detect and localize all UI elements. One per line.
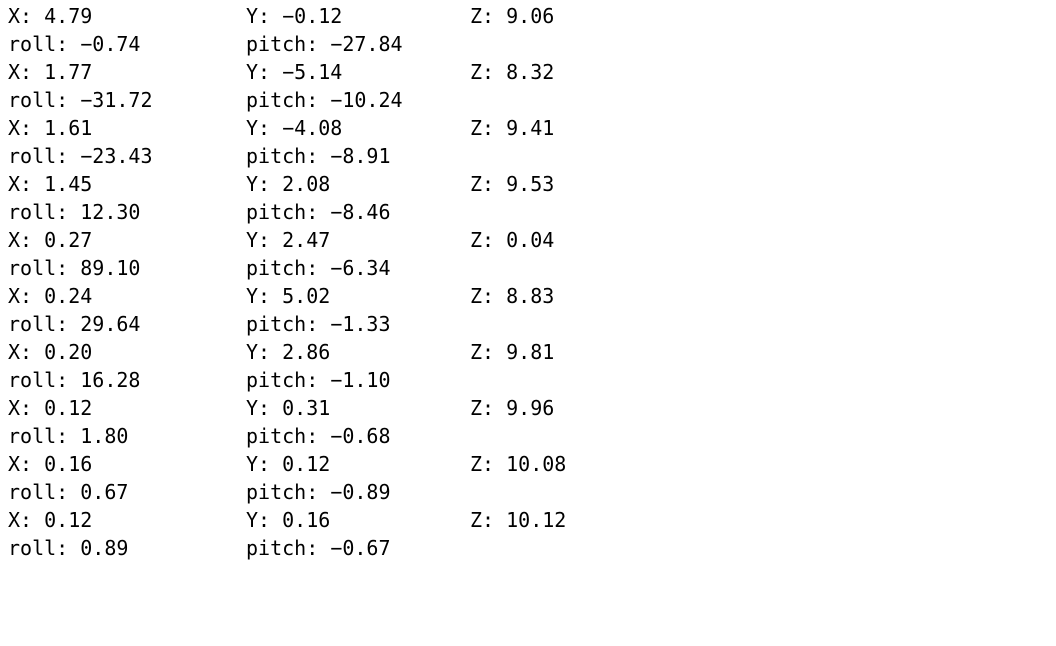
roll-value: roll: 1.80	[8, 424, 129, 448]
roll-pitch-line: roll: 29.64 pitch: −1.33	[0, 310, 1056, 338]
console-output: X: 4.79 Y: −0.12 Z: 9.06 roll: −0.74 pit…	[0, 2, 1056, 562]
xyz-line: X: 1.77 Y: −5.14 Z: 8.32	[0, 58, 1056, 86]
y-value: Y: 2.86	[246, 340, 331, 364]
xyz-line: X: 1.45 Y: 2.08 Z: 9.53	[0, 170, 1056, 198]
x-value: X: 0.20	[8, 340, 93, 364]
xyz-line: X: 0.16 Y: 0.12 Z: 10.08	[0, 450, 1056, 478]
x-value: X: 0.16	[8, 452, 93, 476]
roll-value: roll: 12.30	[8, 200, 141, 224]
z-value: Z: 0.04	[470, 228, 555, 252]
z-value: Z: 10.12	[470, 508, 567, 532]
y-value: Y: 0.16	[246, 508, 331, 532]
x-value: X: 4.79	[8, 4, 93, 28]
z-value: Z: 9.81	[470, 340, 555, 364]
pitch-value: pitch: −27.84	[246, 32, 403, 56]
y-value: Y: −5.14	[246, 60, 343, 84]
pitch-value: pitch: −10.24	[246, 88, 403, 112]
roll-pitch-line: roll: 89.10 pitch: −6.34	[0, 254, 1056, 282]
y-value: Y: 0.12	[246, 452, 331, 476]
roll-value: roll: 89.10	[8, 256, 141, 280]
z-value: Z: 9.06	[470, 4, 555, 28]
roll-pitch-line: roll: 1.80 pitch: −0.68	[0, 422, 1056, 450]
x-value: X: 1.61	[8, 116, 93, 140]
xyz-line: X: 0.12 Y: 0.31 Z: 9.96	[0, 394, 1056, 422]
roll-value: roll: 29.64	[8, 312, 141, 336]
roll-pitch-line: roll: 16.28 pitch: −1.10	[0, 366, 1056, 394]
xyz-line: X: 0.12 Y: 0.16 Z: 10.12	[0, 506, 1056, 534]
pitch-value: pitch: −0.89	[246, 480, 391, 504]
y-value: Y: −0.12	[246, 4, 343, 28]
roll-pitch-line: roll: −23.43 pitch: −8.91	[0, 142, 1056, 170]
x-value: X: 1.77	[8, 60, 93, 84]
roll-value: roll: 0.67	[8, 480, 129, 504]
roll-value: roll: −23.43	[8, 144, 153, 168]
pitch-value: pitch: −8.91	[246, 144, 391, 168]
pitch-value: pitch: −0.67	[246, 536, 391, 560]
pitch-value: pitch: −6.34	[246, 256, 391, 280]
roll-value: roll: 0.89	[8, 536, 129, 560]
roll-value: roll: −31.72	[8, 88, 153, 112]
pitch-value: pitch: −0.68	[246, 424, 391, 448]
y-value: Y: 0.31	[246, 396, 331, 420]
roll-value: roll: 16.28	[8, 368, 141, 392]
x-value: X: 1.45	[8, 172, 93, 196]
z-value: Z: 9.96	[470, 396, 555, 420]
xyz-line: X: 0.24 Y: 5.02 Z: 8.83	[0, 282, 1056, 310]
pitch-value: pitch: −1.10	[246, 368, 391, 392]
y-value: Y: 2.08	[246, 172, 331, 196]
x-value: X: 0.24	[8, 284, 93, 308]
z-value: Z: 9.41	[470, 116, 555, 140]
y-value: Y: 2.47	[246, 228, 331, 252]
roll-pitch-line: roll: 0.67 pitch: −0.89	[0, 478, 1056, 506]
xyz-line: X: 0.20 Y: 2.86 Z: 9.81	[0, 338, 1056, 366]
z-value: Z: 8.83	[470, 284, 555, 308]
pitch-value: pitch: −1.33	[246, 312, 391, 336]
y-value: Y: −4.08	[246, 116, 343, 140]
roll-pitch-line: roll: 12.30 pitch: −8.46	[0, 198, 1056, 226]
z-value: Z: 8.32	[470, 60, 555, 84]
roll-value: roll: −0.74	[8, 32, 141, 56]
y-value: Y: 5.02	[246, 284, 331, 308]
z-value: Z: 10.08	[470, 452, 567, 476]
roll-pitch-line: roll: −31.72 pitch: −10.24	[0, 86, 1056, 114]
x-value: X: 0.12	[8, 396, 93, 420]
roll-pitch-line: roll: 0.89 pitch: −0.67	[0, 534, 1056, 562]
xyz-line: X: 1.61 Y: −4.08 Z: 9.41	[0, 114, 1056, 142]
x-value: X: 0.27	[8, 228, 93, 252]
x-value: X: 0.12	[8, 508, 93, 532]
pitch-value: pitch: −8.46	[246, 200, 391, 224]
xyz-line: X: 0.27 Y: 2.47 Z: 0.04	[0, 226, 1056, 254]
z-value: Z: 9.53	[470, 172, 555, 196]
roll-pitch-line: roll: −0.74 pitch: −27.84	[0, 30, 1056, 58]
xyz-line: X: 4.79 Y: −0.12 Z: 9.06	[0, 2, 1056, 30]
